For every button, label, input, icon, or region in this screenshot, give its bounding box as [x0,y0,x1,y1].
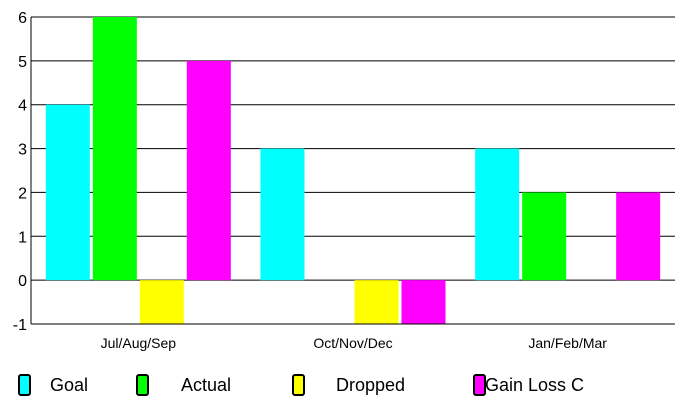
bar-goal [475,148,520,281]
x-category-label: Jan/Feb/Mar [528,335,607,351]
legend-entry: Actual [181,370,231,400]
legend-color-box [473,374,486,396]
y-tick-label: 6 [18,10,27,27]
bar-dropped [354,280,399,324]
legend-label: Actual [181,374,232,395]
legend-entry: Gain Loss C [485,370,584,400]
legend-entry: Goal [50,370,88,400]
bar-goal [45,104,90,281]
legend-entry: Dropped [336,370,405,400]
y-tick-label: -1 [13,317,27,334]
bar-gain-loss-c [401,280,446,324]
legend-swatch-gain-loss-c [473,370,486,400]
legend-color-box [18,374,31,396]
grid-lines [31,16,675,325]
legend-swatch-goal [18,370,31,400]
y-tick-label: 2 [18,185,27,202]
legend-color-box [292,374,305,396]
y-tick-label: 1 [18,229,27,246]
bars [45,17,661,324]
axis-labels: -1 0 1 2 3 4 5 6 Jul/Aug/Sep Oct/Nov/Dec Jan/Feb/M… [13,10,608,351]
legend-swatch-actual [136,370,149,400]
legend-color-box [136,374,149,396]
bar-gain-loss-c [616,192,661,281]
bar-actual [92,17,137,281]
legend-label: Gain Loss C [485,374,585,395]
legend-label: Dropped [336,374,406,395]
y-tick-label: 3 [18,142,27,159]
bar-dropped [139,280,184,324]
legend: Goal Actual Dropped Gain Loss C [0,370,678,400]
bar-chart: -1 0 1 2 3 4 5 6 Jul/Aug/Sep Oct/Nov/Dec Jan/Feb/M… [13,10,675,351]
x-category-label: Jul/Aug/Sep [101,335,177,351]
legend-label: Goal [50,374,89,395]
bar-goal [260,148,305,281]
y-tick-label: 0 [18,273,27,290]
y-tick-label: 4 [18,98,27,115]
x-category-label: Oct/Nov/Dec [313,335,392,351]
axes [30,17,675,325]
bar-gain-loss-c [186,60,231,281]
legend-swatch-dropped [292,370,305,400]
bar-actual [522,192,567,281]
y-tick-label: 5 [18,54,27,71]
